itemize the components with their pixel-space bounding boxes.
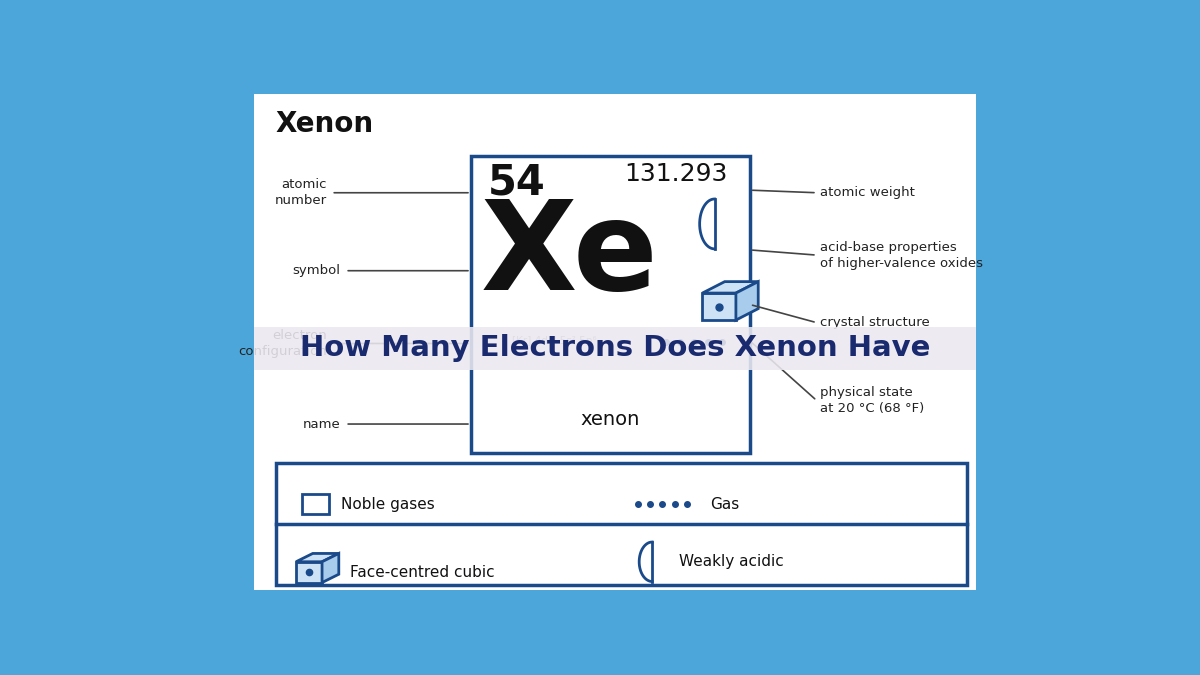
Text: xenon: xenon xyxy=(581,410,640,429)
Polygon shape xyxy=(702,281,758,293)
Polygon shape xyxy=(296,562,322,583)
Polygon shape xyxy=(700,199,714,249)
Text: 54: 54 xyxy=(487,161,545,204)
Polygon shape xyxy=(322,554,338,583)
Text: electron
configuration: electron configuration xyxy=(238,329,326,358)
Bar xyxy=(254,94,976,591)
Text: How Many Electrons Does Xenon Have: How Many Electrons Does Xenon Have xyxy=(300,334,930,362)
Bar xyxy=(254,327,976,370)
Bar xyxy=(276,463,966,585)
Text: Xe: Xe xyxy=(480,194,658,316)
Text: Xenon: Xenon xyxy=(276,109,373,138)
Text: Face-centred cubic: Face-centred cubic xyxy=(350,565,494,580)
Text: name: name xyxy=(302,418,341,431)
Polygon shape xyxy=(296,554,338,562)
Text: atomic weight: atomic weight xyxy=(820,186,914,199)
Text: [Kr] 4d¹⁰ 5s² 5p⁶: [Kr] 4d¹⁰ 5s² 5p⁶ xyxy=(512,336,596,346)
Polygon shape xyxy=(702,293,736,320)
Bar xyxy=(301,493,330,514)
Polygon shape xyxy=(736,281,758,320)
Text: Gas: Gas xyxy=(710,497,739,512)
Polygon shape xyxy=(640,542,653,582)
Text: Weakly acidic: Weakly acidic xyxy=(679,554,784,569)
Text: 131.293: 131.293 xyxy=(624,161,727,186)
Text: physical state
at 20 °C (68 °F): physical state at 20 °C (68 °F) xyxy=(820,386,924,415)
Text: acid-base properties
of higher-valence oxides: acid-base properties of higher-valence o… xyxy=(820,240,983,269)
Text: symbol: symbol xyxy=(293,264,341,277)
Text: crystal structure: crystal structure xyxy=(820,316,929,329)
Text: Noble gases: Noble gases xyxy=(341,497,434,512)
Bar xyxy=(470,157,750,453)
Text: atomic
number: atomic number xyxy=(275,178,326,207)
